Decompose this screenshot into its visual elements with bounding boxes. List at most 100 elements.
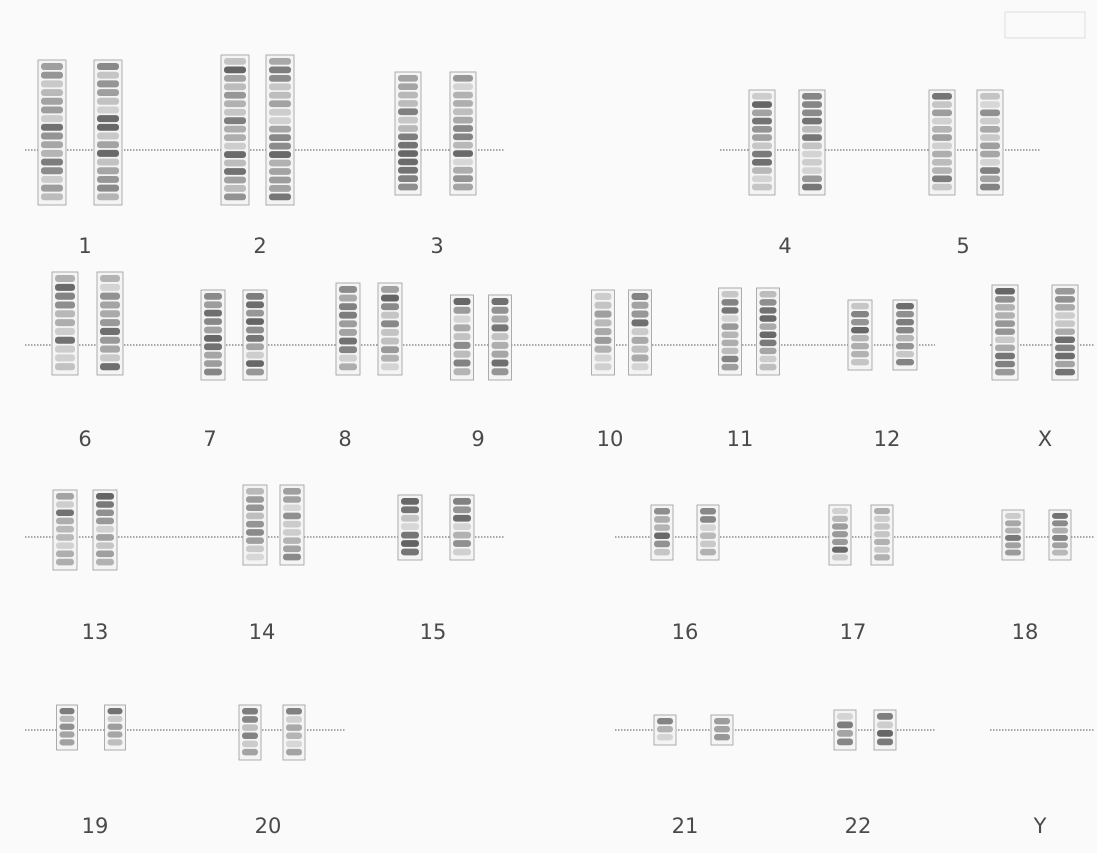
chromosome-band (224, 117, 246, 124)
chromosome-band (980, 176, 1000, 183)
chromosome-band (224, 134, 246, 141)
chromosome-band (246, 327, 264, 334)
chromosome (654, 715, 676, 745)
chromosome-band (492, 307, 509, 314)
chromosome-band (453, 523, 471, 530)
chromosome-band (41, 141, 63, 148)
chromosome-band (224, 92, 246, 99)
chromosome-band (595, 363, 612, 370)
chromosome-band (752, 110, 772, 117)
chromosome-band (874, 516, 890, 522)
chromosome-band (286, 708, 302, 715)
chromosome-band (802, 176, 822, 183)
chromosome-band (97, 150, 119, 157)
chromosome-band (97, 185, 119, 192)
chromosome-band (632, 311, 649, 318)
chromosome-band (1052, 542, 1068, 548)
chromosome-band (286, 716, 302, 723)
chromosome (871, 505, 893, 565)
chromosome (221, 55, 249, 205)
chromosome-band (932, 184, 952, 191)
chromosome-band (339, 338, 357, 345)
chromosome-band (224, 160, 246, 167)
chromosome-band (1055, 345, 1075, 351)
chromosome-label: X (1038, 427, 1052, 451)
chromosome-band (108, 724, 123, 730)
chromosome-band (877, 713, 893, 720)
chromosome-band (896, 319, 914, 325)
chromosome-band (246, 529, 264, 536)
chromosome-band (108, 739, 123, 745)
chromosome-band (1055, 312, 1075, 318)
chromosome-band (932, 101, 952, 108)
chromosome-band (700, 524, 716, 531)
chromosome-band (381, 312, 399, 319)
chromosome-band (877, 739, 893, 746)
chromosome (53, 490, 77, 570)
chromosome-band (381, 346, 399, 353)
chromosome-band (714, 718, 730, 724)
chromosome-band (60, 724, 75, 730)
chromosome-band (108, 731, 123, 737)
chromosome-band (246, 318, 264, 325)
chromosome-band (453, 515, 471, 522)
chromosome-band (722, 307, 739, 313)
chromosome-band (654, 508, 670, 515)
chromosome-band (1005, 542, 1021, 548)
chromosome-band (995, 304, 1015, 310)
chromosome-band (41, 106, 63, 113)
chromosome (283, 705, 305, 760)
chromosome-band (224, 143, 246, 150)
chromosome-band (246, 352, 264, 359)
chromosome-band (204, 343, 222, 350)
chromosome (451, 295, 474, 380)
chromosome-band (339, 363, 357, 370)
chromosome-band (286, 741, 302, 748)
chromosome-band (41, 185, 63, 192)
chromosome-band (286, 733, 302, 740)
chromosome (874, 710, 896, 750)
chromosome-band (96, 542, 114, 549)
chromosome-band (851, 311, 869, 317)
chromosome-band (752, 151, 772, 158)
chromosome-band (454, 351, 471, 358)
chromosome-band (283, 521, 301, 528)
chromosome-band (204, 369, 222, 376)
chromosome-band (802, 118, 822, 125)
chromosome (929, 90, 955, 195)
chromosome-band (851, 359, 869, 365)
chromosome-band (722, 299, 739, 305)
chromosome-band (453, 100, 473, 107)
chromosome-band (752, 143, 772, 150)
chromosome-label: Y (1033, 814, 1047, 838)
chromosome-band (283, 537, 301, 544)
chromosome-band (453, 117, 473, 124)
chromosome-band (96, 493, 114, 500)
chromosome-label: 20 (255, 814, 282, 838)
chromosome-band (1052, 550, 1068, 556)
chromosome-band (100, 301, 120, 308)
chromosome-band (752, 101, 772, 108)
chromosome-band (204, 360, 222, 367)
chromosome-label: 13 (82, 620, 109, 644)
chromosome-band (283, 546, 301, 553)
chromosome-band (56, 559, 74, 566)
chromosome-band (832, 554, 848, 560)
chromosome-band (56, 493, 74, 500)
chromosome-band (55, 275, 75, 282)
chromosome-band (56, 551, 74, 558)
chromosome-band (41, 98, 63, 105)
chromosome-label: 10 (597, 427, 624, 451)
chromosome-band (41, 159, 63, 166)
chromosome-band (269, 66, 291, 73)
chromosome-band (242, 733, 258, 740)
chromosome-band (401, 540, 419, 547)
chromosome-band (286, 749, 302, 756)
chromosome-band (97, 141, 119, 148)
chromosome-band (752, 126, 772, 133)
chromosome (395, 72, 421, 195)
chromosome-band (1055, 337, 1075, 343)
chromosome-band (398, 92, 418, 99)
chromosome-label: 5 (956, 234, 969, 258)
chromosome-band (1005, 550, 1021, 556)
